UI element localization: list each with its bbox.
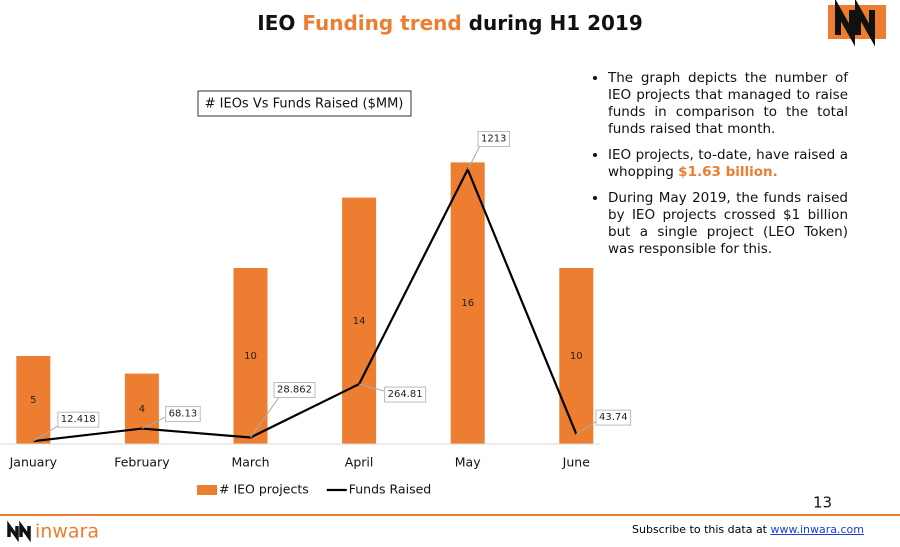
bullet-text: During May 2019, the funds raised by IEO… [608, 190, 848, 257]
line [33, 166, 578, 443]
line-value-label: 1213 [481, 134, 506, 145]
chart-title-box [197, 90, 412, 117]
title-part: during H1 2019 [462, 11, 643, 35]
legend-label: Funds Raised [349, 482, 431, 497]
bullet-text: $1.63 billion. [678, 164, 778, 180]
label-box [384, 386, 427, 403]
title-part: IEO [257, 11, 302, 35]
label-box [477, 131, 510, 148]
bullets: The graph depicts the number of IEO proj… [583, 70, 848, 258]
bullet: During May 2019, the funds raised by IEO… [608, 190, 848, 258]
title-part: Funding trend [302, 11, 461, 35]
bar-value-label: 16 [461, 298, 474, 309]
bar [124, 373, 159, 444]
bullet-text: The graph depicts the number of IEO proj… [608, 70, 848, 137]
bullet: The graph depicts the number of IEO proj… [608, 70, 848, 138]
legend-label: # IEO projects [219, 482, 309, 497]
bar [450, 162, 485, 444]
legend-swatch [197, 485, 217, 495]
footer: Subscribe to this data at www.inwara.com [632, 523, 864, 536]
bullet: IEO projects, to-date, have raised a who… [608, 147, 848, 181]
label-box [595, 409, 632, 426]
line-value-label: 68.13 [169, 409, 198, 420]
bar [559, 268, 594, 444]
bar [233, 268, 268, 444]
bullet-list: The graph depicts the number of IEO proj… [583, 70, 848, 267]
footer-link[interactable]: www.inwara.com [770, 523, 865, 536]
line-value-label: 264.81 [388, 389, 423, 400]
label-box [273, 381, 316, 398]
bar [16, 356, 51, 444]
x-tick-label: May [455, 455, 481, 470]
bar-value-label: 4 [139, 404, 145, 415]
line-value-label: 28.862 [277, 384, 312, 395]
bar-value-label: 14 [353, 316, 366, 327]
x-tick-label: April [345, 455, 374, 470]
label-box [165, 406, 201, 423]
x-tick-label: January [9, 455, 58, 470]
x-tick-label: March [231, 455, 269, 470]
footer-logo-mark [7, 520, 31, 543]
bar [342, 197, 377, 444]
slide-title: IEO Funding trend during H1 2019 [257, 11, 643, 35]
chart-title: # IEOs Vs Funds Raised ($MM) [205, 97, 404, 112]
x-tick-label: June [562, 455, 591, 470]
x-tick-label: February [114, 455, 170, 470]
bar-value-label: 5 [30, 395, 36, 406]
logo-mark [835, 0, 875, 47]
line-value-label: 43.74 [599, 412, 628, 423]
footer-text: Subscribe to this data at [632, 523, 771, 536]
line-value-label: 12.418 [61, 414, 96, 425]
footer-brand: inwara [35, 521, 99, 543]
page-number: 13 [813, 494, 832, 512]
bullet-text: IEO projects, to-date, have raised a who… [608, 147, 848, 180]
bar-value-label: 10 [570, 351, 583, 362]
label-box [57, 411, 100, 428]
logo [828, 0, 886, 47]
bar-value-label: 10 [244, 351, 257, 362]
